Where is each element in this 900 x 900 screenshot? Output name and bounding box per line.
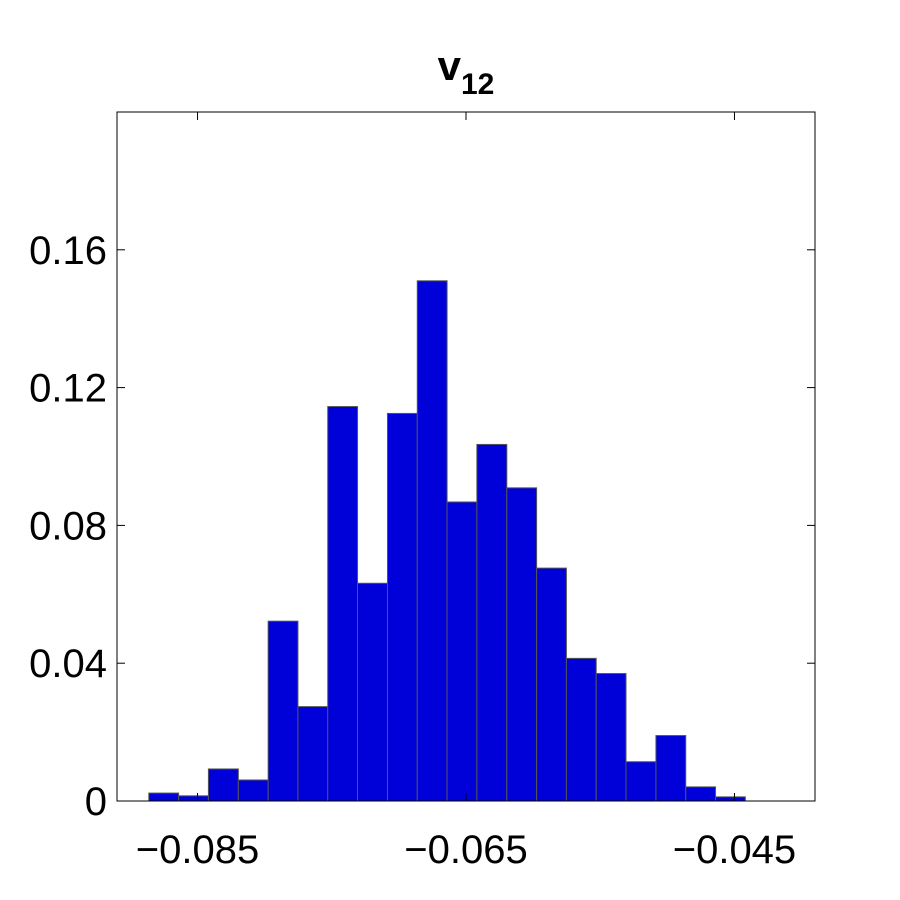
bar (297, 706, 329, 802)
y-tick-label: 0 (85, 780, 107, 824)
bar (655, 735, 687, 802)
bar (595, 673, 627, 802)
bar (386, 412, 418, 802)
y-tick-label: 0.08 (29, 504, 107, 548)
bar (357, 582, 388, 802)
bar (267, 620, 299, 802)
chart-title: v12 (438, 42, 495, 101)
bar (536, 567, 567, 802)
bar (506, 487, 538, 802)
x-tick-label: −0.085 (136, 828, 259, 872)
bar (476, 443, 508, 802)
title-main: v (438, 42, 462, 89)
bar (237, 779, 269, 802)
bar (565, 657, 597, 802)
y-tick-label: 0.04 (29, 642, 107, 686)
bar (327, 406, 359, 802)
bar (685, 786, 717, 802)
y-tick-label: 0.12 (29, 367, 107, 411)
bar (148, 792, 180, 802)
bar (416, 280, 448, 802)
bar (178, 795, 209, 802)
title-subscript: 12 (461, 68, 494, 101)
bar (715, 796, 746, 802)
x-tick-label: −0.065 (404, 828, 527, 872)
x-tick-label: −0.045 (673, 828, 796, 872)
bar (625, 761, 657, 802)
y-tick-label: 0.16 (29, 229, 107, 273)
bar (446, 501, 478, 802)
bar (207, 768, 239, 802)
